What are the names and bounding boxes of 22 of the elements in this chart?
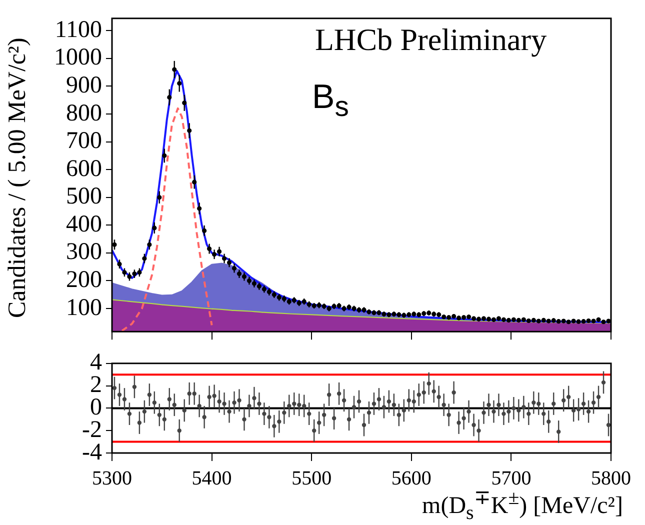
x-axis-title: m(D$_{s}$$^{∓}$K$^{±}$) [MeV/c²] [422,487,623,524]
annotation: LHCb Preliminary [315,22,547,58]
line-series [120,107,213,332]
x-tick-label: 5500 [292,467,332,490]
y-tick-label: 500 [66,184,102,210]
annotation: B$_{s}$ [312,78,349,124]
y-tick-label: 1100 [54,16,102,43]
x-tick-label: 5400 [192,467,232,490]
y-tick-label: 400 [66,211,102,238]
x-tick-label: 5600 [391,467,432,490]
x-tick-label: 5800 [591,467,631,490]
x-tick-label: 5700 [491,467,532,490]
y-axis-title: Candidates / ( 5.00 MeV/c²) [4,37,32,318]
y-tick-label: 800 [66,100,102,126]
y-tick-label: 200 [66,267,102,294]
y-tick-label: 300 [66,239,102,266]
y-tick-label: 1000 [54,44,102,71]
y-tick-label: 100 [66,294,102,321]
y-tick-label: 700 [66,128,102,154]
x-tick-label: 5300 [92,467,132,490]
y-tick-label: 900 [66,72,102,99]
y-tick-label: 600 [66,156,102,182]
